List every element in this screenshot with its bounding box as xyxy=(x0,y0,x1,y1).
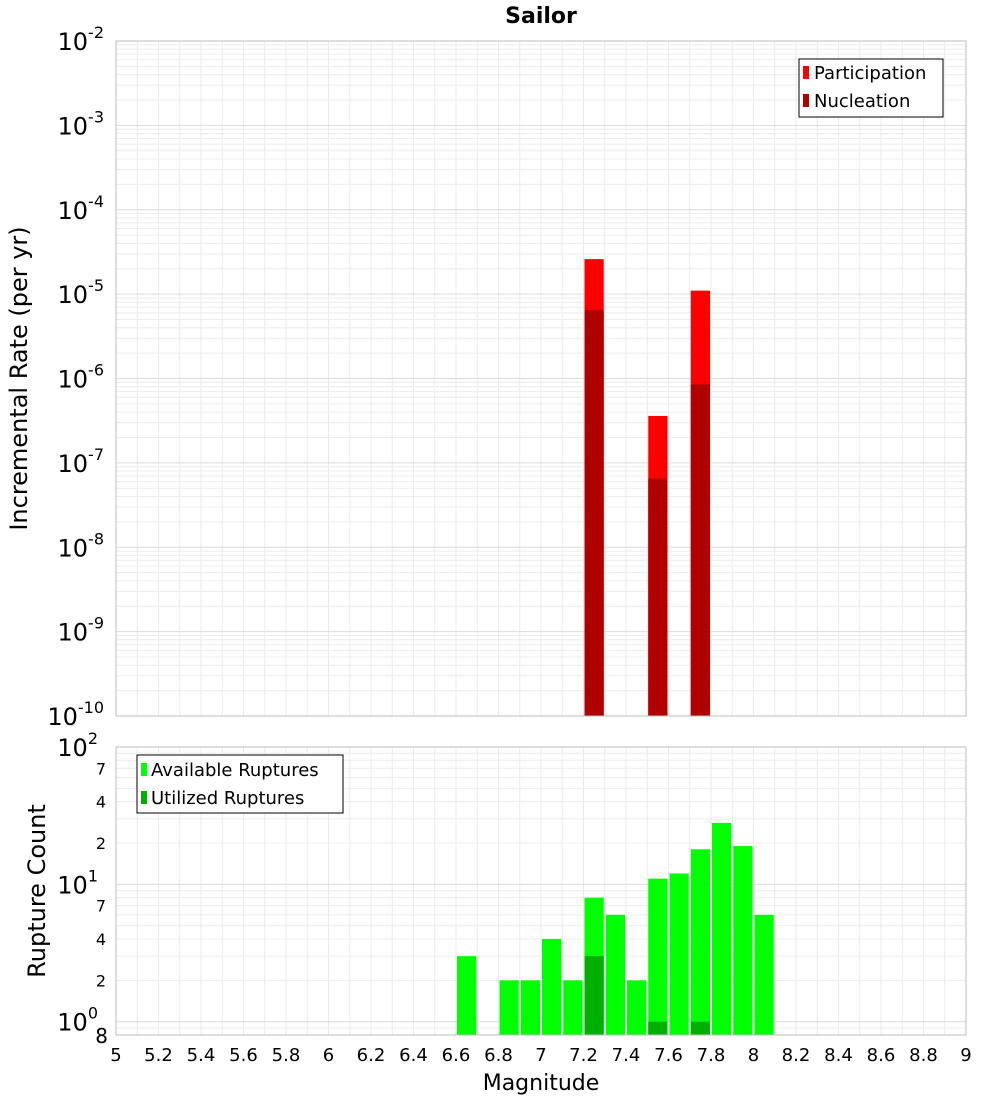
rate-y-tick-label: 10-3 xyxy=(58,107,105,140)
bar-nucleation xyxy=(690,384,710,716)
x-tick-label: 7.2 xyxy=(569,1045,598,1066)
bar-available-ruptures xyxy=(627,980,647,1035)
bar-available-ruptures xyxy=(733,846,753,1035)
count-y-minor-tick-label: 2 xyxy=(96,834,106,853)
count-y-axis-label: Rupture Count xyxy=(23,804,51,978)
count-y-minor-tick-label: 8 xyxy=(95,1024,108,1048)
x-tick-label: 8.2 xyxy=(782,1045,811,1066)
count-y-minor-tick-label: 7 xyxy=(96,897,106,916)
count-y-major-tick-label: 101 xyxy=(57,866,98,899)
legend-swatch-utilized-ruptures xyxy=(141,791,147,804)
bar-available-ruptures xyxy=(712,822,732,1035)
bar-available-ruptures xyxy=(754,914,774,1035)
x-tick-label: 5.4 xyxy=(187,1045,216,1066)
count-legend: Available Ruptures Utilized Ruptures xyxy=(136,754,344,814)
rate-legend-box xyxy=(798,58,944,118)
x-tick-label: 6.6 xyxy=(442,1045,471,1066)
x-tick-label: 5.2 xyxy=(144,1045,173,1066)
legend-label-utilized-ruptures: Utilized Ruptures xyxy=(151,788,304,809)
bar-available-ruptures xyxy=(669,873,689,1035)
x-tick-label: 6 xyxy=(323,1045,334,1066)
bar-nucleation xyxy=(648,478,668,716)
bar-utilized-ruptures xyxy=(690,1021,710,1035)
rate-y-tick-label: 10-6 xyxy=(58,361,105,394)
rate-legend: Participation Nucleation xyxy=(798,58,944,118)
x-tick-label: 7 xyxy=(535,1045,546,1066)
rate-y-tick-label: 10-2 xyxy=(58,23,105,56)
bar-nucleation xyxy=(584,309,604,716)
bar-available-ruptures xyxy=(542,939,562,1035)
x-tick-label: 8.4 xyxy=(824,1045,853,1066)
legend-swatch-participation xyxy=(803,66,809,79)
bar-utilized-ruptures xyxy=(584,956,604,1035)
rate-y-axis-ticks: 10-10 10-9 10-8 10-7 10-6 10-5 10-4 10-3 10-2 xyxy=(47,23,104,731)
rate-plot-frame xyxy=(115,40,967,717)
rate-y-axis-label: Incremental Rate (per yr) xyxy=(5,226,33,530)
bar-available-ruptures xyxy=(648,878,668,1035)
x-tick-label: 9 xyxy=(960,1045,971,1066)
legend-label-nucleation: Nucleation xyxy=(814,91,910,112)
x-tick-label: 5.8 xyxy=(272,1045,301,1066)
x-tick-label: 5.6 xyxy=(229,1045,258,1066)
x-tick-label: 6.4 xyxy=(399,1045,428,1066)
x-tick-label: 7.8 xyxy=(697,1045,726,1066)
x-tick-label: 7.4 xyxy=(612,1045,641,1066)
x-tick-label: 6.2 xyxy=(357,1045,386,1066)
legend-label-participation: Participation xyxy=(814,63,926,84)
rate-y-tick-label: 10-10 xyxy=(47,698,104,731)
bar-available-ruptures xyxy=(690,849,710,1035)
rate-y-tick-label: 10-7 xyxy=(58,445,105,478)
rate-y-tick-label: 10-5 xyxy=(58,276,105,309)
utilized-bars xyxy=(584,956,710,1035)
x-tick-label: 7.6 xyxy=(654,1045,683,1066)
count-y-major-tick-label: 102 xyxy=(57,729,98,762)
x-tick-label: 8.8 xyxy=(909,1045,938,1066)
count-plot-frame xyxy=(115,746,967,1036)
count-y-axis-ticks: 100 101 102 8 2 4 7 2 4 7 xyxy=(57,729,108,1048)
x-tick-label: 8.6 xyxy=(867,1045,896,1066)
legend-swatch-nucleation xyxy=(803,94,809,107)
bar-available-ruptures xyxy=(605,914,625,1035)
count-y-minor-tick-label: 2 xyxy=(96,971,106,990)
x-tick-label: 6.8 xyxy=(484,1045,513,1066)
rate-y-tick-label: 10-4 xyxy=(58,192,105,225)
bar-available-ruptures xyxy=(520,980,540,1035)
chart-title: Sailor xyxy=(505,4,577,29)
bar-available-ruptures xyxy=(457,956,477,1035)
bar-utilized-ruptures xyxy=(648,1021,668,1035)
x-axis-ticks: 5 5.2 5.4 5.6 5.8 6 6.2 6.4 6.6 6.8 7 7.2 7.4 7.6 7.8 8… xyxy=(110,1045,971,1066)
legend-swatch-available-ruptures xyxy=(141,763,147,776)
count-y-minor-tick-label: 7 xyxy=(96,759,106,778)
bar-available-ruptures xyxy=(499,980,519,1035)
count-y-major-tick-label: 100 xyxy=(57,1004,98,1037)
bar-available-ruptures xyxy=(563,980,583,1035)
count-y-minor-tick-label: 4 xyxy=(96,793,106,812)
rate-y-tick-label: 10-8 xyxy=(58,529,105,562)
x-tick-label: 8 xyxy=(748,1045,759,1066)
rate-grid xyxy=(115,41,967,717)
x-axis-label: Magnitude xyxy=(483,1071,600,1096)
count-legend-box xyxy=(136,754,344,814)
available-bars xyxy=(457,822,774,1035)
count-y-minor-tick-label: 4 xyxy=(96,930,106,949)
nucleation-bars xyxy=(584,309,710,716)
rate-y-tick-label: 10-9 xyxy=(58,614,105,647)
legend-label-available-ruptures: Available Ruptures xyxy=(151,760,319,781)
x-tick-label: 5 xyxy=(110,1045,121,1066)
